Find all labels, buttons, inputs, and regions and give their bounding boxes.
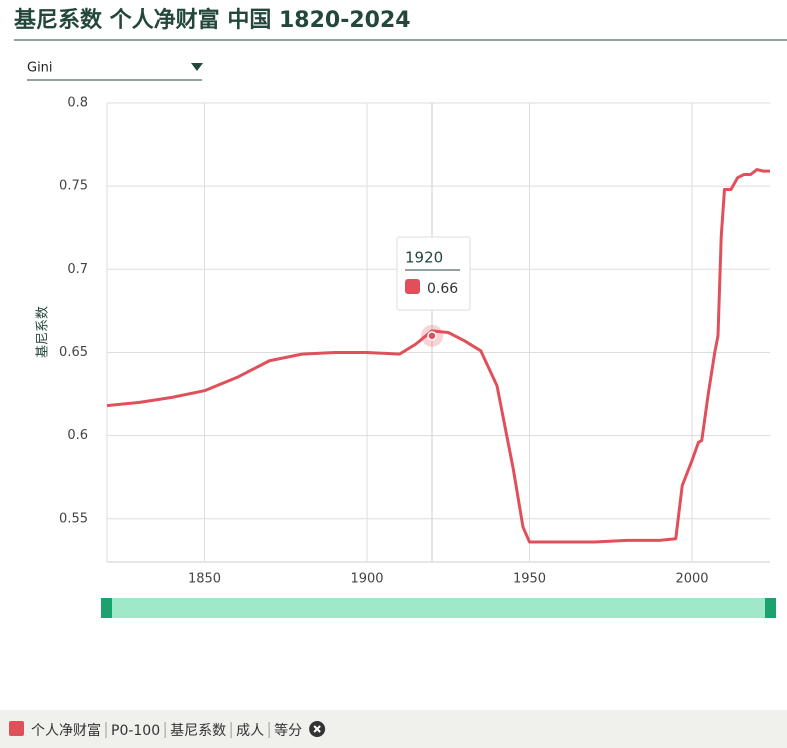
dropdown-value[interactable]: Gini <box>27 61 53 76</box>
data-line <box>106 168 770 544</box>
range-slider[interactable] <box>101 598 776 618</box>
legend-remove[interactable] <box>309 721 326 737</box>
dropdown[interactable]: Gini <box>27 61 203 81</box>
x-tick-label: 2000 <box>675 572 708 587</box>
tooltip-swatch <box>405 279 420 294</box>
legend-swatch <box>9 721 24 736</box>
page-title: 基尼系数 个人净财富 中国 1820-2024 <box>14 7 411 33</box>
tooltip-title: 1920 <box>405 249 443 267</box>
x-tick-label: 1900 <box>350 572 383 587</box>
y-tick-label: 0.75 <box>59 179 88 194</box>
x-tick-label: 1850 <box>188 572 221 587</box>
y-tick-label: 0.65 <box>59 345 88 360</box>
slider-handle[interactable] <box>101 598 112 618</box>
slider-handle[interactable] <box>765 598 776 618</box>
tooltip: 1920 0.66 <box>396 236 471 311</box>
dropdown-arrow[interactable] <box>191 63 203 71</box>
legend-bar <box>0 710 787 748</box>
hover-point <box>427 331 437 341</box>
y-tick-label: 0.55 <box>59 511 88 526</box>
x-tick-label: 1950 <box>513 572 546 587</box>
tooltip-value: 0.66 <box>427 281 458 297</box>
y-tick-label: 0.6 <box>67 428 88 443</box>
y-tick-label: 0.7 <box>67 262 88 277</box>
legend-item: 基尼系数 <box>170 722 226 739</box>
remove-cross <box>313 725 321 733</box>
y-tick-label: 0.8 <box>67 96 88 111</box>
legend-item: P0-100 <box>111 723 160 739</box>
legend-item: 个人净财富 <box>31 722 101 739</box>
legend-item: 成人 <box>236 723 264 739</box>
y-axis-label: 基尼系数 <box>36 306 51 358</box>
slider-track[interactable] <box>101 598 776 618</box>
legend-item: 等分 <box>274 722 302 739</box>
